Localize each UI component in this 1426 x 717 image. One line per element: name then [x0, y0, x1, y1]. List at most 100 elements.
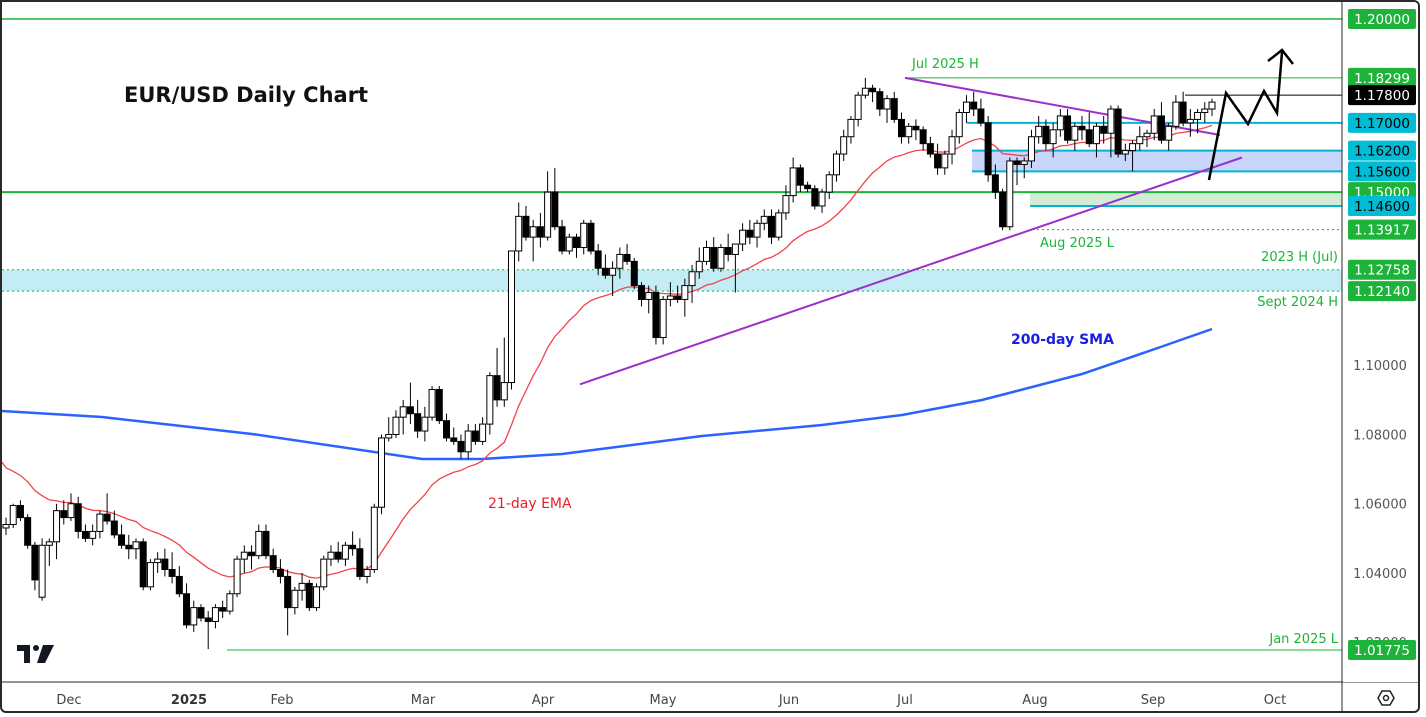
price-tag[interactable]: 1.14600	[1348, 195, 1416, 216]
price-tick-label: 1.08000	[1353, 428, 1407, 443]
arrow-head-icon	[1267, 48, 1294, 65]
time-tick-label: Aug	[1022, 693, 1047, 708]
price-tag-value: 1.17000	[1354, 116, 1410, 132]
candle	[919, 126, 927, 151]
candle	[31, 541, 39, 591]
candle	[861, 77, 869, 99]
candle	[233, 555, 241, 598]
candle	[479, 417, 487, 445]
candle	[103, 493, 111, 525]
candle	[327, 545, 335, 567]
candle	[356, 538, 364, 580]
candle	[53, 503, 61, 560]
ema-21-line	[2, 124, 1213, 579]
candle	[609, 261, 617, 296]
price-tag[interactable]: 1.20000	[1348, 9, 1416, 29]
candle	[392, 410, 400, 438]
zone-1156-1162	[972, 150, 1342, 172]
candle	[1129, 140, 1137, 172]
price-tag[interactable]: 1.13917	[1348, 219, 1416, 240]
candle	[38, 538, 46, 601]
candle	[1013, 157, 1021, 186]
candle	[666, 282, 674, 307]
price-tag[interactable]: 1.16200	[1348, 140, 1416, 161]
candle	[45, 538, 53, 567]
candle	[313, 583, 321, 612]
candle	[984, 115, 992, 182]
candle	[789, 157, 797, 203]
candle	[573, 233, 581, 258]
trendline-resistance	[904, 76, 1221, 136]
candle	[623, 244, 631, 265]
candle	[782, 185, 790, 220]
candle	[284, 569, 292, 636]
candle	[24, 514, 32, 549]
candle	[724, 233, 732, 262]
candle	[16, 500, 24, 522]
price-tag-value: 1.17800	[1354, 88, 1410, 104]
candle	[529, 219, 537, 262]
candle	[262, 524, 270, 560]
candle	[269, 548, 277, 573]
price-tag-value: 1.18299	[1354, 71, 1410, 87]
candle	[1157, 102, 1165, 144]
candle	[551, 167, 559, 231]
price-tag[interactable]: 1.12140	[1348, 281, 1416, 302]
candle	[1114, 105, 1122, 158]
settings-gear-icon[interactable]	[1377, 690, 1395, 706]
candle	[414, 399, 422, 438]
candle	[399, 399, 407, 435]
candle	[616, 247, 624, 279]
time-tick-label: 2025	[171, 693, 207, 708]
candle	[832, 150, 840, 182]
candle	[1201, 102, 1209, 123]
price-tag-value: 1.12140	[1354, 284, 1410, 300]
price-tick-label: 1.06000	[1353, 498, 1407, 513]
candle	[775, 209, 783, 241]
candle	[1172, 95, 1180, 130]
candle	[1179, 91, 1187, 127]
price-tick-label: 1.04000	[1353, 567, 1407, 582]
time-axis-ticks[interactable]: Dec 2025 Feb Mar Apr May Jun Jul Aug Sep Oct	[56, 693, 1286, 708]
candle	[385, 417, 393, 442]
candle	[96, 510, 104, 539]
price-tag[interactable]: 1.17000	[1348, 112, 1416, 133]
candle	[1165, 122, 1173, 151]
price-tag-value: 1.12758	[1354, 263, 1410, 279]
candle	[710, 237, 718, 272]
candle	[522, 205, 530, 241]
candle	[226, 590, 234, 615]
price-tag[interactable]: 1.15600	[1348, 161, 1416, 182]
candle	[674, 285, 682, 303]
candle	[298, 572, 306, 601]
candle	[739, 223, 747, 251]
price-tag[interactable]: 1.12758	[1348, 259, 1416, 280]
ema-label: 21-day EMA	[488, 496, 572, 512]
candle	[1064, 109, 1072, 144]
candle	[1042, 119, 1050, 151]
candle	[291, 586, 299, 615]
candle	[276, 559, 284, 584]
price-tag[interactable]: 1.01775	[1348, 640, 1416, 661]
sma-label: 200-day SMA	[1011, 332, 1114, 348]
time-tick-label: Oct	[1264, 693, 1286, 708]
candle	[421, 406, 429, 442]
candle	[154, 552, 162, 573]
candle	[1006, 157, 1014, 231]
candle	[912, 119, 920, 141]
price-tag-value: 1.01775	[1354, 643, 1410, 659]
candle	[1186, 109, 1194, 137]
candle	[565, 233, 573, 255]
trendlines	[579, 76, 1243, 386]
chart-title: EUR/USD Daily Chart	[124, 83, 368, 107]
tradingview-logo-icon[interactable]	[17, 645, 54, 663]
price-tag[interactable]: 1.18299	[1348, 67, 1416, 88]
candle	[811, 185, 819, 210]
candle	[1049, 122, 1057, 158]
time-tick-label: Mar	[411, 693, 436, 708]
candle	[60, 500, 68, 525]
price-tag[interactable]: 1.17800	[1348, 85, 1416, 106]
candle	[81, 524, 89, 542]
candle	[796, 164, 804, 193]
